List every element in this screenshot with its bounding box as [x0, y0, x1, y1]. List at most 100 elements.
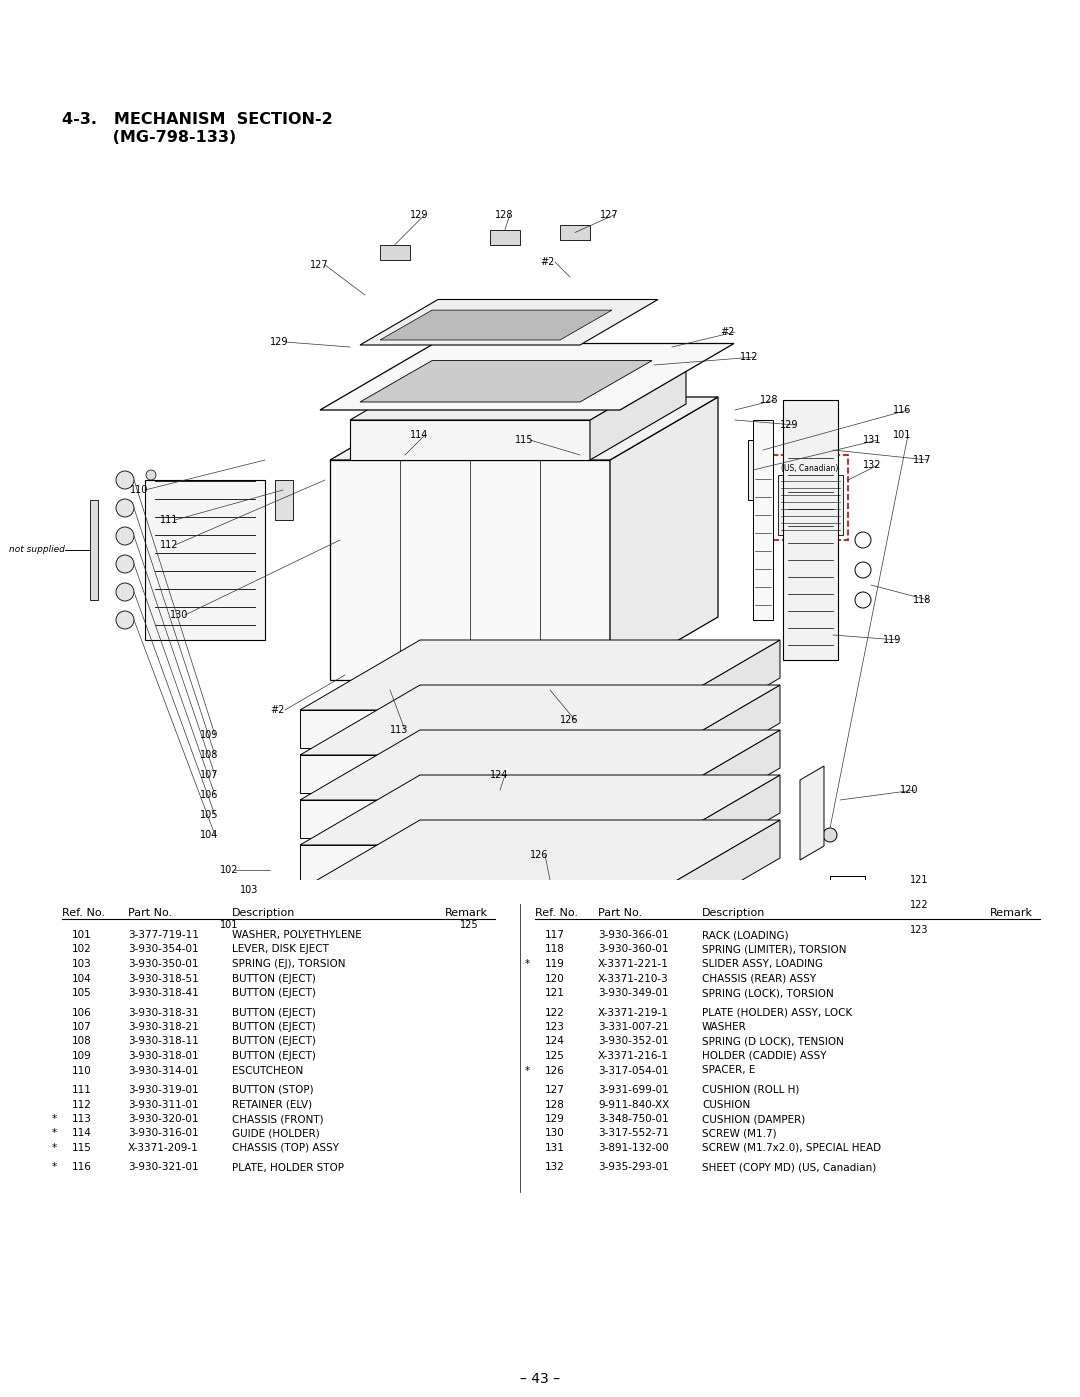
- Text: Ref. No.: Ref. No.: [62, 908, 105, 918]
- Text: CUSHION (DAMPER): CUSHION (DAMPER): [702, 1113, 806, 1125]
- Text: 131: 131: [545, 1143, 565, 1153]
- Text: 3-930-352-01: 3-930-352-01: [598, 1037, 669, 1046]
- Text: *: *: [525, 958, 534, 970]
- Polygon shape: [300, 754, 660, 793]
- Text: 113: 113: [390, 725, 408, 735]
- Text: 3-930-320-01: 3-930-320-01: [129, 1113, 199, 1125]
- Text: #2: #2: [720, 327, 734, 337]
- Text: *: *: [52, 1143, 60, 1153]
- Text: 3-930-316-01: 3-930-316-01: [129, 1129, 199, 1139]
- Text: 4-3.   MECHANISM  SECTION-2: 4-3. MECHANISM SECTION-2: [62, 112, 333, 127]
- Bar: [561, 895, 620, 923]
- Text: *: *: [52, 1113, 60, 1125]
- Text: 121: 121: [910, 875, 929, 886]
- Bar: [340, 715, 400, 743]
- Polygon shape: [300, 640, 780, 710]
- Polygon shape: [300, 820, 780, 890]
- Text: 3-317-054-01: 3-317-054-01: [598, 1066, 669, 1076]
- Bar: [450, 895, 510, 923]
- Text: 120: 120: [900, 785, 918, 795]
- Text: 112: 112: [72, 1099, 92, 1109]
- Text: 124: 124: [490, 770, 509, 780]
- Circle shape: [146, 560, 156, 570]
- Text: *: *: [52, 1129, 60, 1139]
- Bar: [778, 475, 843, 535]
- Circle shape: [116, 471, 134, 489]
- Text: 119: 119: [545, 958, 565, 970]
- Text: 113: 113: [72, 1113, 92, 1125]
- Text: 116: 116: [893, 405, 912, 415]
- Text: Part No.: Part No.: [598, 908, 643, 918]
- Text: 3-930-318-01: 3-930-318-01: [129, 1051, 199, 1060]
- Text: Description: Description: [702, 908, 766, 918]
- Text: 112: 112: [740, 352, 758, 362]
- Polygon shape: [300, 685, 780, 754]
- Bar: [490, 490, 519, 650]
- Text: PLATE (HOLDER) ASSY, LOCK: PLATE (HOLDER) ASSY, LOCK: [702, 1007, 852, 1017]
- Text: 106: 106: [72, 1007, 92, 1017]
- Bar: [561, 715, 620, 743]
- Text: 132: 132: [863, 460, 881, 469]
- Polygon shape: [300, 775, 780, 845]
- Text: *: *: [52, 1162, 60, 1172]
- Text: 130: 130: [170, 610, 188, 620]
- Polygon shape: [660, 640, 780, 747]
- Circle shape: [116, 555, 134, 573]
- Text: 103: 103: [72, 958, 92, 970]
- Polygon shape: [350, 365, 686, 420]
- Text: 105: 105: [72, 988, 92, 997]
- Text: 101: 101: [72, 930, 92, 940]
- Text: 104: 104: [200, 830, 218, 840]
- Text: 3-317-552-71: 3-317-552-71: [598, 1129, 669, 1139]
- Text: 104: 104: [72, 974, 92, 983]
- Text: 114: 114: [72, 1129, 92, 1139]
- Text: 3-891-132-00: 3-891-132-00: [598, 1143, 669, 1153]
- Text: 3-930-318-11: 3-930-318-11: [129, 1037, 199, 1046]
- Text: SCREW (M1.7): SCREW (M1.7): [702, 1129, 777, 1139]
- Polygon shape: [610, 397, 718, 680]
- Text: 123: 123: [545, 1023, 565, 1032]
- Text: #2: #2: [540, 257, 554, 267]
- Text: 3-930-350-01: 3-930-350-01: [129, 958, 199, 970]
- Text: CHASSIS (REAR) ASSY: CHASSIS (REAR) ASSY: [702, 974, 816, 983]
- Bar: [420, 490, 450, 650]
- Polygon shape: [345, 685, 595, 705]
- Text: 102: 102: [220, 865, 239, 875]
- Text: 127: 127: [310, 260, 328, 270]
- Polygon shape: [660, 775, 780, 883]
- Text: 129: 129: [545, 1113, 565, 1125]
- Text: 109: 109: [200, 731, 218, 740]
- Text: 127: 127: [545, 1085, 565, 1095]
- Bar: [561, 760, 620, 788]
- Text: BUTTON (EJECT): BUTTON (EJECT): [232, 1037, 315, 1046]
- Text: X-3371-210-3: X-3371-210-3: [598, 974, 669, 983]
- Text: SPRING (EJ), TORSION: SPRING (EJ), TORSION: [232, 958, 346, 970]
- Text: X-3371-219-1: X-3371-219-1: [598, 1007, 669, 1017]
- Polygon shape: [660, 685, 780, 793]
- Text: 110: 110: [72, 1066, 92, 1076]
- Text: 131: 131: [863, 434, 881, 446]
- Polygon shape: [145, 481, 265, 640]
- Text: 3-930-349-01: 3-930-349-01: [598, 988, 669, 997]
- Circle shape: [116, 499, 134, 517]
- Text: 101: 101: [220, 921, 239, 930]
- Text: BUTTON (EJECT): BUTTON (EJECT): [232, 1007, 315, 1017]
- Text: not supplied: not supplied: [9, 545, 65, 555]
- Text: HOLDER (CADDIE) ASSY: HOLDER (CADDIE) ASSY: [702, 1051, 826, 1060]
- Text: 9-911-840-XX: 9-911-840-XX: [598, 1099, 670, 1109]
- Text: ESCUTCHEON: ESCUTCHEON: [232, 1066, 303, 1076]
- Text: BUTTON (EJECT): BUTTON (EJECT): [232, 1023, 315, 1032]
- Text: Description: Description: [232, 908, 295, 918]
- Text: 110: 110: [130, 485, 148, 495]
- Circle shape: [146, 506, 156, 515]
- Text: 105: 105: [200, 810, 218, 820]
- Text: 130: 130: [545, 1129, 565, 1139]
- Text: 3-930-321-01: 3-930-321-01: [129, 1162, 199, 1172]
- Text: 124: 124: [545, 1037, 565, 1046]
- Circle shape: [146, 542, 156, 552]
- Text: 3-930-318-21: 3-930-318-21: [129, 1023, 199, 1032]
- Text: CHASSIS (FRONT): CHASSIS (FRONT): [232, 1113, 324, 1125]
- Text: SPACER, E: SPACER, E: [702, 1066, 755, 1076]
- Text: BUTTON (EJECT): BUTTON (EJECT): [232, 988, 315, 997]
- Polygon shape: [320, 344, 734, 409]
